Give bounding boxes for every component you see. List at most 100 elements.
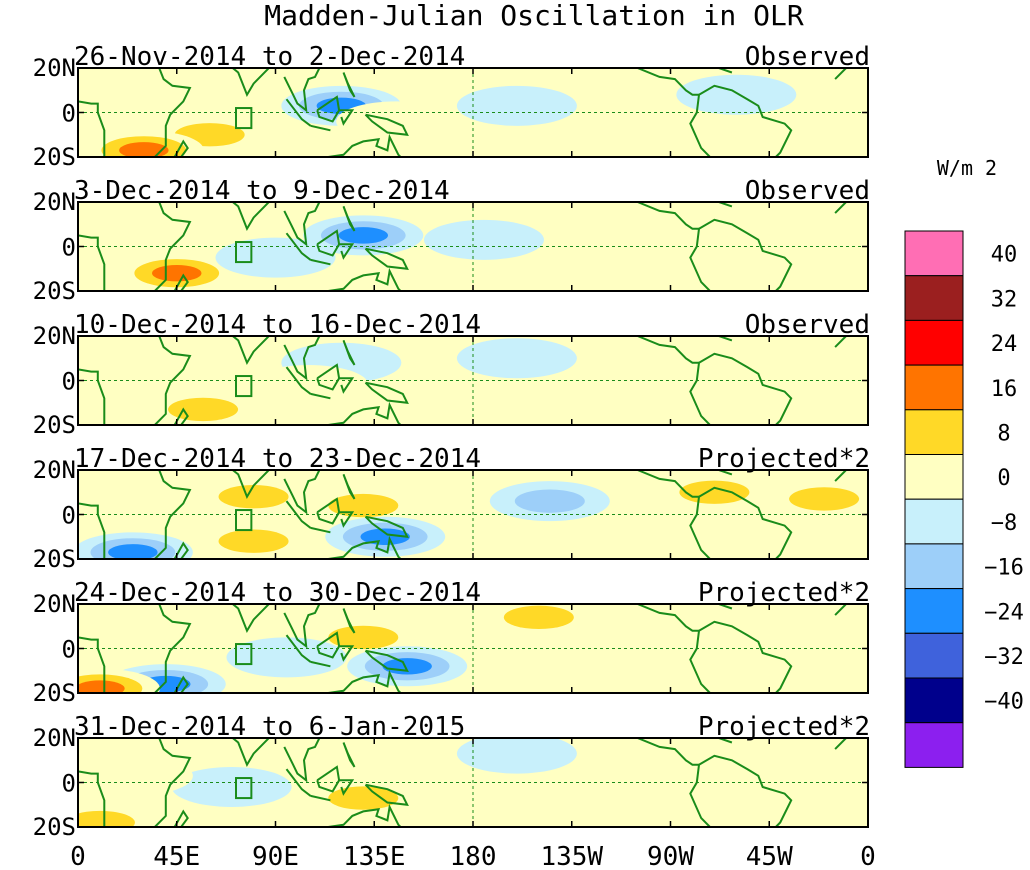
anomaly-contour xyxy=(119,142,169,157)
y-tick-label: 0 xyxy=(62,502,76,530)
coastline xyxy=(339,645,355,662)
coastline xyxy=(154,202,192,291)
anomaly-contour xyxy=(248,364,369,405)
y-tick-label: 20S xyxy=(33,679,76,707)
panel-period: 17-Dec-2014 to 23-Dec-2014 xyxy=(74,444,481,474)
coastline xyxy=(310,392,331,400)
anomaly-field xyxy=(116,215,863,291)
coastlines xyxy=(78,202,849,291)
coastline xyxy=(283,202,321,247)
region-box xyxy=(235,241,253,264)
units-label: W/m 2 xyxy=(937,156,997,180)
coastline xyxy=(328,133,402,157)
map-panels: 26-Nov-2014 to 2-Dec-2014 Observed3-Dec-2… xyxy=(74,42,870,828)
x-tick-label: 135W xyxy=(540,842,603,870)
coastline xyxy=(696,68,733,74)
panel-type: Projected*2 xyxy=(698,444,870,474)
y-tick-label: 20N xyxy=(33,456,76,484)
colorbar-swatch xyxy=(904,543,964,590)
colorbar-label: 32 xyxy=(991,287,1018,312)
anomaly-contour xyxy=(360,528,410,545)
colorbar-label: 0 xyxy=(997,466,1010,491)
x-tick-label: 90W xyxy=(647,842,694,870)
anomaly-contour xyxy=(152,264,202,282)
y-tick-label: 0 xyxy=(62,636,76,664)
coastline xyxy=(342,474,356,500)
colorbar: 40 32 24 16 8 0 −8 −16 −24 −32 −40 xyxy=(904,230,1024,768)
region-box xyxy=(235,509,253,532)
chart-title: Madden-Julian Oscillation in OLR xyxy=(264,0,804,32)
panel-period: 26-Nov-2014 to 2-Dec-2014 xyxy=(74,42,465,72)
panel-5: 24-Dec-2014 to 30-Dec-2014 Projected*2 xyxy=(74,578,870,694)
coastline xyxy=(310,258,331,266)
colorbar-swatch xyxy=(904,722,964,768)
x-tick-label: 0 xyxy=(70,842,86,870)
anomaly-contour xyxy=(676,74,797,115)
coastline xyxy=(698,754,793,827)
coastline xyxy=(698,486,793,559)
coastline xyxy=(173,407,189,425)
coastline xyxy=(310,794,331,802)
coastline xyxy=(328,535,402,559)
coastline xyxy=(637,336,699,364)
colorbar-swatch xyxy=(904,364,964,411)
panel-4: 17-Dec-2014 to 23-Dec-2014 Projected*2 xyxy=(74,444,870,560)
y-tick-label: 20N xyxy=(33,590,76,618)
panel-period: 3-Dec-2014 to 9-Dec-2014 xyxy=(74,176,450,206)
colorbar-label: −16 xyxy=(984,556,1024,581)
y-tick-label: 20N xyxy=(33,188,76,216)
coastline xyxy=(285,768,312,797)
coastline xyxy=(310,660,331,668)
coastline xyxy=(78,202,106,291)
y-tick-label: 20S xyxy=(33,545,76,573)
coastline xyxy=(205,336,280,365)
panel-1: 26-Nov-2014 to 2-Dec-2014 Observed xyxy=(74,42,870,158)
coastline xyxy=(698,352,793,425)
panel-type: Observed xyxy=(745,176,870,206)
coastline xyxy=(342,340,356,366)
y-tick-label: 0 xyxy=(62,770,76,798)
coastline xyxy=(285,232,312,261)
colorbar-swatch xyxy=(904,319,964,366)
y-tick-label: 20S xyxy=(33,277,76,305)
colorbar-label: 8 xyxy=(997,422,1010,447)
coastline xyxy=(339,511,355,528)
coastline xyxy=(637,202,699,230)
panel-period: 10-Dec-2014 to 16-Dec-2014 xyxy=(74,310,481,340)
panel-3: 10-Dec-2014 to 16-Dec-2014 Observed xyxy=(74,310,870,426)
coastline xyxy=(698,84,793,157)
colorbar-swatch xyxy=(904,588,964,634)
coastline xyxy=(689,496,711,559)
coastline xyxy=(698,620,793,693)
coastline xyxy=(78,336,106,425)
y-tick-label: 0 xyxy=(62,368,76,396)
coastline xyxy=(364,515,409,539)
anomaly-contour xyxy=(328,625,399,650)
coastline xyxy=(339,377,355,394)
x-tick-label: 90E xyxy=(252,842,299,870)
coastline xyxy=(78,738,106,827)
anomaly-contour xyxy=(336,101,457,142)
coastline xyxy=(154,336,192,425)
colorbar-label: −8 xyxy=(991,511,1018,536)
coastline xyxy=(834,336,849,348)
coastline xyxy=(689,764,711,827)
coastline xyxy=(834,738,849,750)
colorbar-label: 40 xyxy=(991,243,1018,268)
region-box xyxy=(235,375,253,398)
anomaly-contour xyxy=(338,227,388,244)
coastline xyxy=(283,470,321,515)
coastline xyxy=(328,669,402,693)
coastline xyxy=(173,675,189,693)
coastline xyxy=(205,604,280,633)
panel-period: 24-Dec-2014 to 30-Dec-2014 xyxy=(74,578,481,608)
y-tick-label: 20N xyxy=(33,724,76,752)
coastline xyxy=(78,604,106,693)
coastline xyxy=(173,541,189,559)
coastline xyxy=(689,362,711,425)
coastlines xyxy=(78,604,849,693)
coastline xyxy=(364,113,409,137)
y-tick-label: 20S xyxy=(33,411,76,439)
anomaly-contour xyxy=(218,485,289,509)
coastline xyxy=(339,243,355,260)
